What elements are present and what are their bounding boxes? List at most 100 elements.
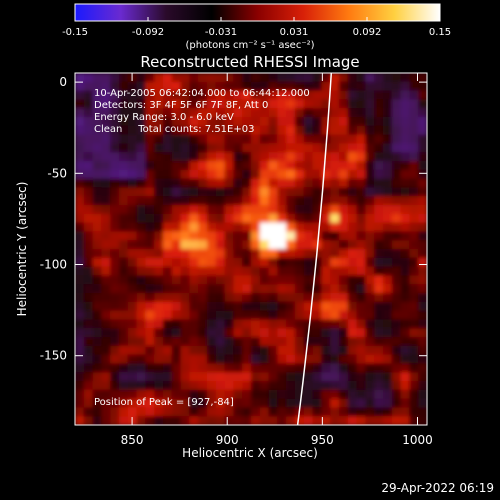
heat-cell bbox=[189, 249, 199, 259]
heat-cell bbox=[154, 205, 164, 215]
heat-cell bbox=[110, 310, 120, 320]
heat-cell bbox=[339, 345, 349, 356]
heat-cell bbox=[207, 354, 217, 364]
heat-cell bbox=[400, 169, 410, 180]
heat-cell bbox=[339, 354, 349, 364]
heat-cell bbox=[312, 398, 322, 408]
heat-cell bbox=[224, 134, 234, 144]
heat-cell bbox=[321, 372, 331, 382]
heat-cell bbox=[400, 125, 410, 136]
heat-cell bbox=[198, 284, 208, 294]
heat-cell bbox=[92, 345, 102, 356]
heat-cell bbox=[119, 152, 129, 162]
heat-cell bbox=[189, 310, 199, 320]
heat-cell bbox=[198, 354, 208, 364]
heat-cell bbox=[374, 231, 384, 241]
heat-cell bbox=[330, 108, 340, 118]
heat-cell bbox=[233, 99, 243, 109]
heat-cell bbox=[277, 266, 287, 276]
heat-cell bbox=[242, 108, 252, 118]
heat-cell bbox=[92, 161, 102, 171]
heat-cell bbox=[347, 416, 358, 425]
heat-cell bbox=[145, 389, 155, 400]
heat-cell bbox=[145, 205, 155, 215]
heat-cell bbox=[136, 354, 146, 364]
heat-cell bbox=[110, 73, 120, 83]
heat-cell bbox=[207, 240, 217, 250]
heat-cell bbox=[233, 108, 243, 118]
heat-cell bbox=[101, 345, 111, 356]
heat-cell bbox=[92, 196, 102, 206]
heat-cell bbox=[83, 196, 94, 206]
heat-cell bbox=[400, 134, 410, 144]
heat-cell bbox=[136, 90, 146, 100]
heat-cell bbox=[171, 143, 182, 153]
heat-cell bbox=[119, 213, 129, 224]
heat-cell bbox=[277, 152, 287, 162]
heat-cell bbox=[242, 310, 252, 320]
heat-cell bbox=[251, 266, 261, 276]
heat-cell bbox=[277, 398, 287, 408]
heat-cell bbox=[374, 363, 384, 373]
heat-cell bbox=[233, 310, 243, 320]
heat-cell bbox=[303, 205, 314, 215]
heat-cell bbox=[242, 319, 252, 329]
heat-cell bbox=[365, 161, 375, 171]
heat-cell bbox=[286, 389, 296, 400]
heat-cell bbox=[391, 231, 402, 241]
heat-cell bbox=[92, 407, 102, 417]
heat-cell bbox=[295, 231, 305, 241]
heat-cell bbox=[259, 81, 270, 92]
heat-cell bbox=[330, 213, 340, 224]
heat-cell bbox=[391, 284, 402, 294]
heat-cell bbox=[136, 337, 146, 347]
heat-cell bbox=[339, 73, 349, 83]
heat-cell bbox=[75, 284, 85, 294]
heat-cell bbox=[180, 345, 190, 356]
heat-cell bbox=[224, 337, 234, 347]
heat-cell bbox=[409, 81, 419, 92]
heat-cell bbox=[251, 372, 261, 382]
heat-cell bbox=[268, 187, 278, 197]
heat-cell bbox=[189, 143, 199, 153]
heat-cell bbox=[83, 117, 94, 127]
heat-cell bbox=[145, 99, 155, 109]
heat-cell bbox=[286, 134, 296, 144]
heat-cell bbox=[101, 125, 111, 136]
heat-cell bbox=[356, 213, 366, 224]
heat-cell bbox=[259, 178, 270, 188]
heat-cell bbox=[330, 389, 340, 400]
heat-cell bbox=[286, 416, 296, 425]
heat-cell bbox=[418, 187, 427, 197]
heat-cell bbox=[365, 213, 375, 224]
heat-cell bbox=[110, 372, 120, 382]
heat-cell bbox=[83, 275, 94, 285]
heat-cell bbox=[233, 266, 243, 276]
heat-cell bbox=[224, 213, 234, 224]
heat-cell bbox=[347, 389, 358, 400]
heat-cell bbox=[127, 222, 138, 232]
heat-cell bbox=[330, 196, 340, 206]
heat-cell bbox=[101, 381, 111, 391]
heat-cell bbox=[391, 398, 402, 408]
heat-cell bbox=[92, 293, 102, 303]
heat-cell bbox=[295, 117, 305, 127]
heat-cell bbox=[312, 372, 322, 382]
heat-cell bbox=[145, 337, 155, 347]
heat-cell bbox=[365, 249, 375, 259]
heat-cell bbox=[259, 266, 270, 276]
heat-cell bbox=[75, 275, 85, 285]
colorbar: -0.15 -0.092 -0.031 0.031 0.092 0.15 bbox=[62, 3, 451, 38]
heat-cell bbox=[127, 389, 138, 400]
heat-cell bbox=[136, 125, 146, 136]
heat-cell bbox=[259, 354, 270, 364]
heat-cell bbox=[110, 275, 120, 285]
heat-cell bbox=[400, 152, 410, 162]
heat-cell bbox=[207, 143, 217, 153]
heat-cell bbox=[347, 108, 358, 118]
heat-cell bbox=[374, 319, 384, 329]
heat-cell bbox=[145, 363, 155, 373]
heat-cell bbox=[339, 125, 349, 136]
heat-cell bbox=[215, 310, 226, 320]
heat-cell bbox=[119, 416, 129, 425]
